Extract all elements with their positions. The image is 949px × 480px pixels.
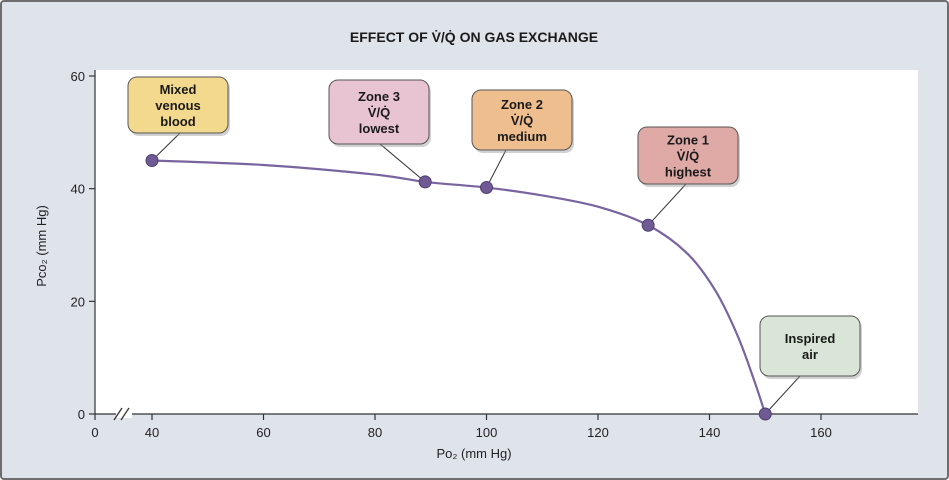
annotation-label: medium xyxy=(497,129,547,144)
x-tick-label: 160 xyxy=(810,425,832,440)
y-tick-label: 20 xyxy=(71,294,85,309)
annotation-label: Zone 2 xyxy=(501,97,543,112)
y-tick-label: 40 xyxy=(71,182,85,197)
data-point xyxy=(480,181,493,195)
x-axis-break xyxy=(113,407,132,421)
annotation-label: Zone 3 xyxy=(358,89,400,104)
x-tick-label: 140 xyxy=(699,425,721,440)
annotation-label: V̇/Q̇ xyxy=(677,149,699,164)
y-axis-label: Pco₂ (mm Hg) xyxy=(34,205,49,287)
chart-title: EFFECT OF V̇/Q̇ ON GAS EXCHANGE xyxy=(350,29,598,45)
annotation-box xyxy=(637,126,739,185)
x-tick-label: 100 xyxy=(476,425,498,440)
x-axis-label: Po₂ (mm Hg) xyxy=(436,446,511,461)
annotation-label: Inspired xyxy=(785,331,836,346)
annotation-box xyxy=(471,89,573,151)
annotation-leader-line xyxy=(764,375,801,415)
x-tick-label: 80 xyxy=(368,425,382,440)
axes: 0 20 40 60 0 40 60 80 100 120 140 160 xyxy=(71,69,918,440)
y-tick-label: 0 xyxy=(78,407,85,422)
annotation-box xyxy=(759,315,861,377)
annotation-leader-line xyxy=(151,132,181,161)
x-tick-label: 0 xyxy=(91,425,98,440)
annotation-leader-line xyxy=(647,183,687,226)
annotation-label: lowest xyxy=(359,121,400,136)
x-tick-label: 60 xyxy=(256,425,270,440)
annotation-box xyxy=(127,76,229,134)
annotation-leader-line xyxy=(486,149,507,188)
x-tick-label: 40 xyxy=(145,425,159,440)
marker-group xyxy=(145,154,772,421)
series-curve-group xyxy=(151,159,767,415)
annotation-label: venous xyxy=(155,98,201,113)
annotation-label: Zone 1 xyxy=(667,133,709,148)
annotation-label: blood xyxy=(160,114,195,129)
data-point xyxy=(418,175,432,189)
annotation-leader-line xyxy=(379,143,426,183)
annotation-label: V̇/Q̇ xyxy=(511,113,533,128)
annotation-box xyxy=(328,79,430,145)
data-point xyxy=(758,407,772,421)
annotation-label: air xyxy=(802,347,818,362)
annotation-label: Mixed xyxy=(160,82,197,97)
data-point xyxy=(641,218,655,232)
series-line xyxy=(151,159,767,415)
annotation-label: V̇/Q̇ xyxy=(368,105,390,120)
y-tick-label: 60 xyxy=(71,69,85,84)
data-point xyxy=(145,154,159,167)
annotation-label: highest xyxy=(665,165,712,180)
x-tick-label: 120 xyxy=(587,425,609,440)
